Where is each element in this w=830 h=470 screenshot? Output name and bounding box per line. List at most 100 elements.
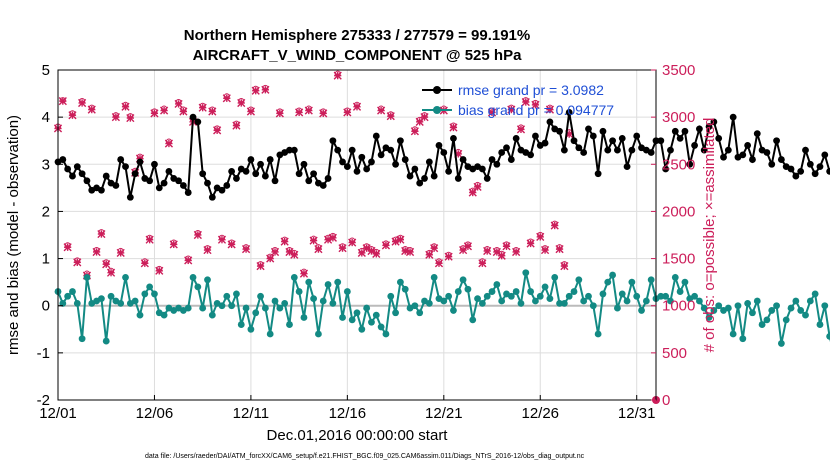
bias-point — [276, 304, 284, 312]
rmse-point — [247, 156, 255, 163]
assimilated-obs-marker — [208, 107, 217, 116]
rmse-point — [194, 118, 202, 126]
x-tick-label: 12/06 — [136, 405, 174, 422]
assimilated-obs-marker — [319, 109, 328, 118]
rmse-point — [358, 153, 366, 161]
bias-point — [339, 314, 346, 321]
rmse-point — [160, 179, 168, 187]
rmse-point — [556, 127, 563, 135]
assimilated-obs-marker — [73, 258, 82, 267]
rmse-point — [440, 149, 448, 156]
bias-point — [532, 297, 539, 305]
bias-point — [739, 335, 747, 343]
bias-point — [512, 288, 520, 295]
bias-point — [401, 285, 409, 293]
rmse-point — [165, 167, 173, 175]
axis-layer: -2 -1 0 1 2 3 4 5 0 500 1000 1500 2000 2500 3000 3500 12… — [37, 62, 696, 422]
rmse-point — [739, 151, 747, 159]
rmse-point — [749, 156, 756, 163]
rmse-point — [204, 179, 211, 187]
bias-point — [122, 274, 129, 281]
rmse-point — [773, 137, 780, 145]
assimilated-obs-marker — [483, 246, 492, 256]
rmse-point — [430, 172, 438, 180]
assimilated-obs-marker — [295, 108, 304, 117]
assimilated-obs-marker — [333, 71, 342, 80]
rmse-point — [353, 167, 361, 175]
rmse-point — [242, 167, 250, 175]
assimilated-obs-marker — [304, 106, 313, 115]
rmse-point — [715, 134, 723, 142]
assimilated-obs-marker — [430, 244, 439, 253]
rmse-point — [811, 170, 819, 178]
rmse-point — [218, 186, 226, 194]
bias-point — [146, 283, 154, 291]
rmse-point — [435, 142, 443, 149]
assimilated-obs-marker — [68, 111, 77, 120]
plot-area-frame — [57, 69, 657, 401]
bias-point — [676, 288, 684, 295]
bias-point — [343, 288, 351, 295]
x-tick-label: 12/21 — [425, 405, 463, 422]
rmse-point — [532, 132, 539, 140]
assimilated-obs-marker — [290, 250, 299, 259]
bias-point — [73, 299, 81, 307]
bias-point — [204, 276, 211, 284]
rmse-point — [392, 160, 399, 168]
rmse-point — [102, 172, 110, 180]
bias-point — [777, 340, 785, 347]
assimilated-obs-marker — [251, 86, 260, 95]
assimilated-obs-marker — [492, 247, 501, 257]
assimilated-obs-marker — [338, 244, 347, 253]
bias-point — [826, 332, 830, 340]
assimilated-obs-marker — [386, 112, 395, 121]
assimilated-obs-marker — [78, 98, 87, 108]
rmse-point — [821, 151, 829, 159]
rmse-point — [146, 177, 154, 185]
bias-point — [199, 304, 207, 312]
bias-point — [483, 292, 491, 300]
bias-point — [729, 330, 737, 338]
legend: rmse grand pr = 3.0982 bias grand pr = 0… — [422, 82, 614, 118]
bias-point — [286, 321, 293, 328]
rmse-point — [700, 146, 708, 154]
y-tick-label-right: 0 — [662, 392, 670, 409]
bias-point — [802, 311, 809, 319]
rmse-point — [512, 134, 520, 142]
y-tick-label-right: 3500 — [662, 62, 695, 79]
rmse-point — [614, 146, 621, 154]
rmse-point — [387, 146, 395, 154]
bias-point — [416, 309, 424, 317]
assimilated-obs-marker — [169, 240, 178, 249]
assimilated-obs-marker — [227, 240, 236, 249]
assimilated-obs-marker — [116, 248, 125, 258]
bias-point — [425, 299, 433, 307]
rmse-point — [681, 127, 689, 135]
assimilated-obs-marker — [381, 241, 391, 250]
bias-point — [715, 302, 723, 310]
rmse-point — [175, 177, 182, 185]
bias-point — [488, 288, 496, 295]
bias-point — [59, 299, 67, 307]
series-layer — [53, 70, 830, 404]
rmse-point — [585, 125, 592, 133]
assimilated-obs-marker — [425, 250, 434, 259]
data-file-footer: data file: /Users/raeder/DAI/ATM_forcXX/… — [145, 453, 585, 460]
bias-point — [141, 290, 149, 298]
bias-point — [474, 295, 481, 303]
bias-point — [498, 297, 506, 305]
bias-point — [594, 330, 602, 338]
bias-point — [237, 321, 245, 328]
rmse-point — [78, 170, 86, 178]
assimilated-obs-marker — [478, 259, 487, 268]
assimilated-obs-marker — [140, 259, 149, 268]
rmse-point — [527, 151, 535, 159]
bias-point — [218, 302, 226, 310]
assimilated-obs-marker — [193, 230, 202, 240]
bias-point — [117, 299, 125, 307]
bias-point — [353, 309, 361, 317]
assimilated-obs-marker — [487, 108, 497, 117]
assimilated-obs-marker — [246, 107, 255, 116]
assimilated-obs-marker — [121, 102, 130, 111]
